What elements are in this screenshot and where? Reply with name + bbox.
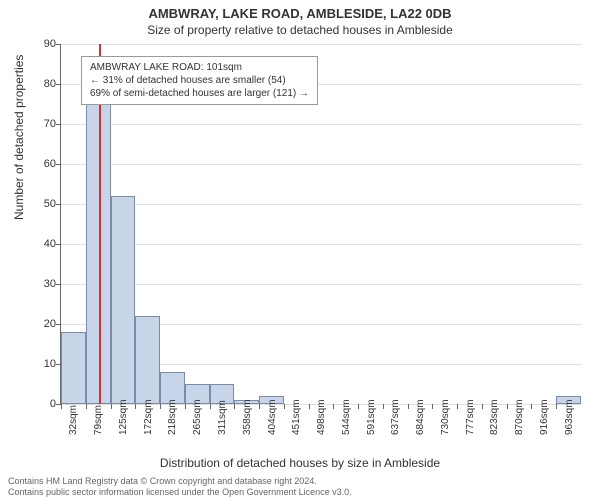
- y-tick-label: 10: [31, 358, 56, 370]
- x-tick-label: 172sqm: [143, 399, 154, 435]
- x-tick-label: 265sqm: [192, 399, 203, 435]
- x-tick-label: 358sqm: [242, 399, 253, 435]
- x-tick-label: 79sqm: [93, 405, 104, 435]
- x-tick-label: 311sqm: [217, 400, 228, 435]
- x-tick-mark: [284, 404, 285, 409]
- x-tick-label: 963sqm: [564, 399, 575, 435]
- x-tick-mark: [234, 404, 235, 409]
- x-tick-label: 125sqm: [118, 399, 129, 435]
- y-tick-mark: [56, 284, 61, 285]
- x-tick-label: 823sqm: [489, 399, 500, 435]
- x-tick-mark: [111, 404, 112, 409]
- footer-line2: Contains public sector information licen…: [8, 487, 352, 498]
- x-tick-label: 637sqm: [390, 399, 401, 435]
- chart-title: AMBWRAY, LAKE ROAD, AMBLESIDE, LA22 0DB: [0, 0, 600, 21]
- x-tick-mark: [432, 404, 433, 409]
- x-tick-mark: [309, 404, 310, 409]
- y-tick-label: 30: [31, 278, 56, 290]
- x-tick-label: 498sqm: [316, 399, 327, 435]
- gridline: [61, 124, 581, 125]
- x-tick-mark: [358, 404, 359, 409]
- y-tick-label: 80: [31, 78, 56, 90]
- y-axis-label: Number of detached properties: [12, 55, 26, 220]
- x-tick-mark: [61, 404, 62, 409]
- y-tick-mark: [56, 44, 61, 45]
- y-tick-label: 20: [31, 318, 56, 330]
- x-tick-label: 916sqm: [539, 399, 550, 435]
- x-tick-label: 684sqm: [415, 399, 426, 435]
- histogram-bar: [111, 196, 136, 404]
- x-tick-mark: [507, 404, 508, 409]
- x-tick-mark: [408, 404, 409, 409]
- y-tick-label: 0: [31, 398, 56, 410]
- gridline: [61, 44, 581, 45]
- x-tick-label: 404sqm: [267, 399, 278, 435]
- x-tick-mark: [556, 404, 557, 409]
- footer-attribution: Contains HM Land Registry data © Crown c…: [8, 476, 352, 498]
- y-tick-label: 70: [31, 118, 56, 130]
- chart-container: AMBWRAY, LAKE ROAD, AMBLESIDE, LA22 0DB …: [0, 0, 600, 500]
- x-tick-mark: [457, 404, 458, 409]
- x-tick-label: 870sqm: [514, 399, 525, 435]
- histogram-bar: [135, 316, 160, 404]
- y-tick-mark: [56, 204, 61, 205]
- gridline: [61, 204, 581, 205]
- x-tick-mark: [135, 404, 136, 409]
- x-tick-mark: [482, 404, 483, 409]
- y-tick-mark: [56, 84, 61, 85]
- x-tick-mark: [86, 404, 87, 409]
- plot-area: 010203040506070809032sqm79sqm125sqm172sq…: [60, 44, 581, 405]
- x-tick-label: 544sqm: [341, 399, 352, 435]
- annotation-box: AMBWRAY LAKE ROAD: 101sqm← 31% of detach…: [81, 56, 318, 105]
- x-tick-label: 777sqm: [465, 399, 476, 435]
- x-tick-label: 451sqm: [291, 399, 302, 435]
- x-tick-mark: [383, 404, 384, 409]
- annotation-line3: 69% of semi-detached houses are larger (…: [90, 87, 309, 100]
- footer-line1: Contains HM Land Registry data © Crown c…: [8, 476, 352, 487]
- y-tick-label: 60: [31, 158, 56, 170]
- gridline: [61, 244, 581, 245]
- x-tick-mark: [185, 404, 186, 409]
- x-tick-label: 218sqm: [167, 399, 178, 435]
- gridline: [61, 164, 581, 165]
- x-tick-label: 32sqm: [68, 405, 79, 435]
- chart-subtitle: Size of property relative to detached ho…: [0, 23, 600, 37]
- x-tick-mark: [531, 404, 532, 409]
- gridline: [61, 284, 581, 285]
- y-tick-label: 50: [31, 198, 56, 210]
- x-tick-label: 591sqm: [366, 399, 377, 435]
- y-tick-mark: [56, 164, 61, 165]
- x-tick-label: 730sqm: [440, 399, 451, 435]
- x-tick-mark: [259, 404, 260, 409]
- histogram-bar: [61, 332, 86, 404]
- y-tick-label: 40: [31, 238, 56, 250]
- y-tick-mark: [56, 124, 61, 125]
- y-tick-mark: [56, 244, 61, 245]
- x-tick-mark: [333, 404, 334, 409]
- y-tick-mark: [56, 324, 61, 325]
- annotation-line1: AMBWRAY LAKE ROAD: 101sqm: [90, 61, 309, 74]
- x-tick-mark: [160, 404, 161, 409]
- x-tick-mark: [210, 404, 211, 409]
- annotation-line2: ← 31% of detached houses are smaller (54…: [90, 74, 309, 87]
- x-axis-label: Distribution of detached houses by size …: [0, 456, 600, 470]
- y-tick-label: 90: [31, 38, 56, 50]
